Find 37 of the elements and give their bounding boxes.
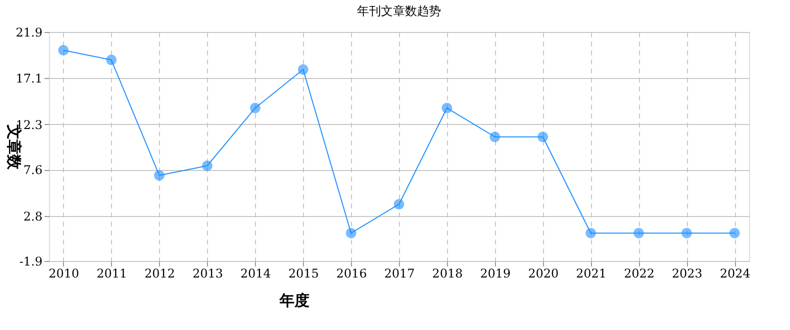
x-tick-label: 2011 <box>96 266 128 280</box>
x-tick-label: 2024 <box>720 266 751 280</box>
x-tick-label: 2013 <box>192 266 223 280</box>
point <box>298 64 308 75</box>
y-tick-label: -1.9 <box>19 254 42 268</box>
x-tick-label: 2020 <box>528 266 559 280</box>
y-tick-label: 17.1 <box>16 72 42 86</box>
point <box>250 102 260 114</box>
x-tick-label: 2017 <box>384 266 415 280</box>
point <box>729 228 740 238</box>
point <box>681 228 692 238</box>
x-tick-label: 2015 <box>288 266 319 280</box>
y-tick-label: 21.9 <box>16 26 42 40</box>
point <box>442 102 452 114</box>
point <box>202 160 212 171</box>
y-tick-label: 7.6 <box>23 163 42 178</box>
x-tick-label: 2012 <box>144 266 176 280</box>
x-tick-label: 2010 <box>48 266 80 280</box>
point <box>538 132 548 142</box>
x-tick-label: 2014 <box>240 266 272 280</box>
point <box>490 132 500 142</box>
point <box>346 228 356 238</box>
x-tick-label: 2021 <box>576 266 607 280</box>
x-tick-label: 2016 <box>336 266 367 280</box>
point <box>586 228 596 238</box>
point <box>58 45 69 56</box>
x-tick-label: 2018 <box>432 266 463 280</box>
x-tick-label: 2022 <box>624 266 654 280</box>
point <box>394 198 404 210</box>
x-tick-label: 2023 <box>672 266 702 280</box>
point <box>633 228 644 238</box>
x-tick-label: 2019 <box>480 266 511 280</box>
chart-title: 年刊文章数趋势 <box>357 4 441 18</box>
point <box>154 170 165 181</box>
x-axis-title: 年度 <box>278 292 310 310</box>
point <box>106 54 117 66</box>
y-tick-label: 2.8 <box>23 209 42 224</box>
